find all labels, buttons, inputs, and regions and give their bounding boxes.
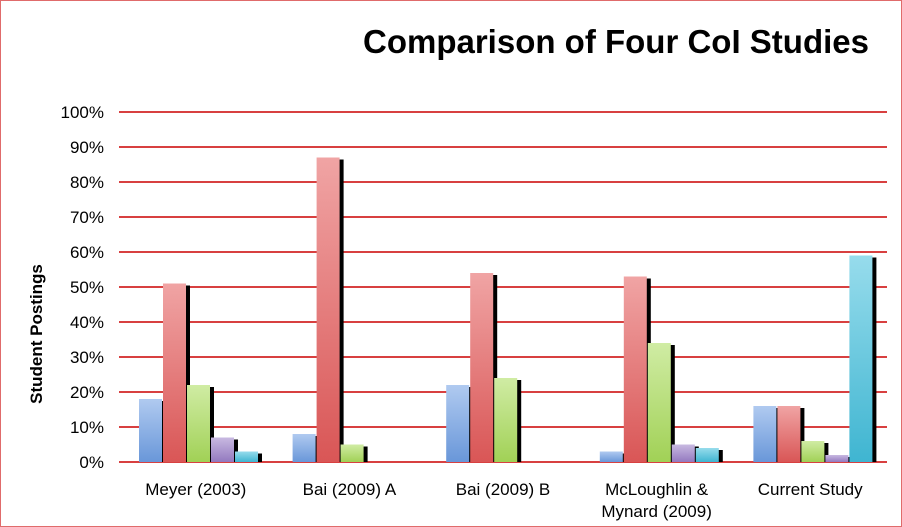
category-label: Meyer (2003) <box>145 480 246 499</box>
y-tick-label: 40% <box>70 313 104 332</box>
category-label: Bai (2009) B <box>456 480 551 499</box>
bar <box>494 378 518 462</box>
bar <box>777 406 801 462</box>
y-tick-label: 50% <box>70 278 104 297</box>
bar <box>139 399 162 462</box>
bar <box>446 385 470 462</box>
bar <box>599 451 623 462</box>
category-label: Bai (2009) A <box>303 480 397 499</box>
chart-title: Comparison of Four CoI Studies <box>363 23 869 60</box>
bar <box>316 157 340 462</box>
bar <box>163 283 186 462</box>
category-label: McLoughlin & <box>605 480 709 499</box>
y-tick-label: 60% <box>70 243 104 262</box>
y-tick-label: 30% <box>70 348 104 367</box>
category-labels: Meyer (2003) Bai (2009) A Bai (2009) B McLo… <box>145 480 863 521</box>
bar <box>695 448 719 462</box>
y-tick-label: 0% <box>79 453 104 472</box>
bar <box>623 276 647 462</box>
bar <box>292 434 316 462</box>
bar <box>849 255 873 462</box>
y-tick-label: 70% <box>70 208 104 227</box>
y-tick-label: 80% <box>70 173 104 192</box>
y-tick-labels: 0% 10% 20% 30% 40% 50% 60% 70% 80% 90% 100% <box>61 103 104 472</box>
y-tick-label: 100% <box>61 103 104 122</box>
y-tick-label: 90% <box>70 138 104 157</box>
bar <box>211 437 234 462</box>
category-label: Current Study <box>758 480 863 499</box>
bar <box>647 343 671 462</box>
category-label: Mynard (2009) <box>601 502 712 521</box>
gridlines <box>119 111 887 463</box>
bar <box>671 444 695 462</box>
bar <box>801 441 825 462</box>
bar <box>825 455 849 462</box>
bar <box>187 385 210 462</box>
bar <box>340 444 364 462</box>
bar <box>753 406 777 462</box>
bars <box>139 157 877 462</box>
y-tick-label: 10% <box>70 418 104 437</box>
bar <box>235 451 258 462</box>
bar <box>470 273 494 462</box>
y-axis-label: Student Postings <box>27 264 46 404</box>
y-tick-label: 20% <box>70 383 104 402</box>
